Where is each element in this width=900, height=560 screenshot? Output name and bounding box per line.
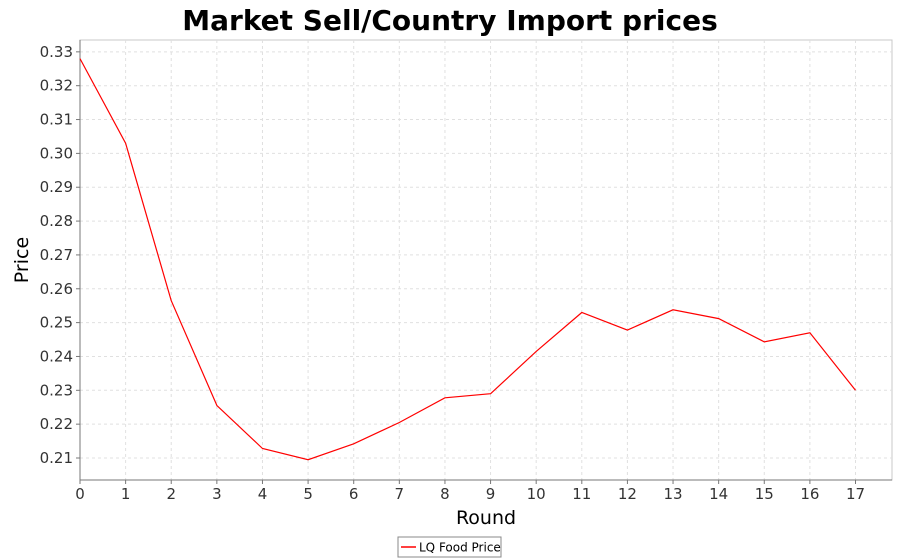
x-tick-label: 10 [527, 485, 546, 503]
x-tick-label: 16 [800, 485, 819, 503]
y-tick-label: 0.29 [40, 178, 73, 196]
x-axis-ticks: 0 1 2 3 4 5 6 7 8 9 10 11 12 13 14 15 16 17 [75, 480, 865, 503]
y-axis-ticks: 0.21 0.22 0.23 0.24 0.25 0.26 0.27 0.28 0.29 0.30… [40, 43, 80, 467]
plot-area [79, 39, 893, 481]
x-tick-label: 0 [75, 485, 85, 503]
y-tick-label: 0.31 [40, 111, 73, 129]
y-tick-label: 0.30 [40, 144, 73, 162]
x-tick-label: 7 [395, 485, 405, 503]
axes [79, 40, 892, 481]
x-tick-label: 15 [755, 485, 774, 503]
x-tick-label: 9 [486, 485, 496, 503]
y-tick-label: 0.21 [40, 449, 73, 467]
series-lines [79, 58, 856, 461]
series-line-lq-food-price [79, 58, 856, 461]
y-tick-label: 0.22 [40, 415, 73, 433]
legend: LQ Food Price [397, 536, 502, 558]
x-tick-label: 14 [709, 485, 728, 503]
x-tick-label: 4 [258, 485, 268, 503]
y-axis-label: Price [11, 237, 33, 283]
x-tick-label: 13 [663, 485, 682, 503]
y-tick-label: 0.25 [40, 314, 73, 332]
y-tick-label: 0.23 [40, 381, 73, 399]
x-tick-label: 1 [121, 485, 131, 503]
y-tick-label: 0.24 [40, 347, 73, 365]
chart-title: Market Sell/Country Import prices [182, 4, 718, 37]
x-tick-label: 6 [349, 485, 359, 503]
x-tick-label: 11 [572, 485, 591, 503]
y-tick-label: 0.28 [40, 212, 73, 230]
x-axis-label: Round [456, 507, 516, 529]
x-tick-label: 17 [846, 485, 865, 503]
grid [79, 40, 892, 480]
x-tick-label: 8 [440, 485, 450, 503]
x-tick-label: 2 [166, 485, 176, 503]
x-tick-label: 12 [618, 485, 637, 503]
x-tick-label: 3 [212, 485, 222, 503]
legend-label: LQ Food Price [419, 541, 501, 555]
y-tick-label: 0.32 [40, 77, 73, 95]
y-tick-label: 0.26 [40, 280, 73, 298]
y-tick-label: 0.27 [40, 246, 73, 264]
legend-box [397, 536, 502, 558]
y-tick-label: 0.33 [40, 43, 73, 61]
x-tick-label: 5 [303, 485, 313, 503]
